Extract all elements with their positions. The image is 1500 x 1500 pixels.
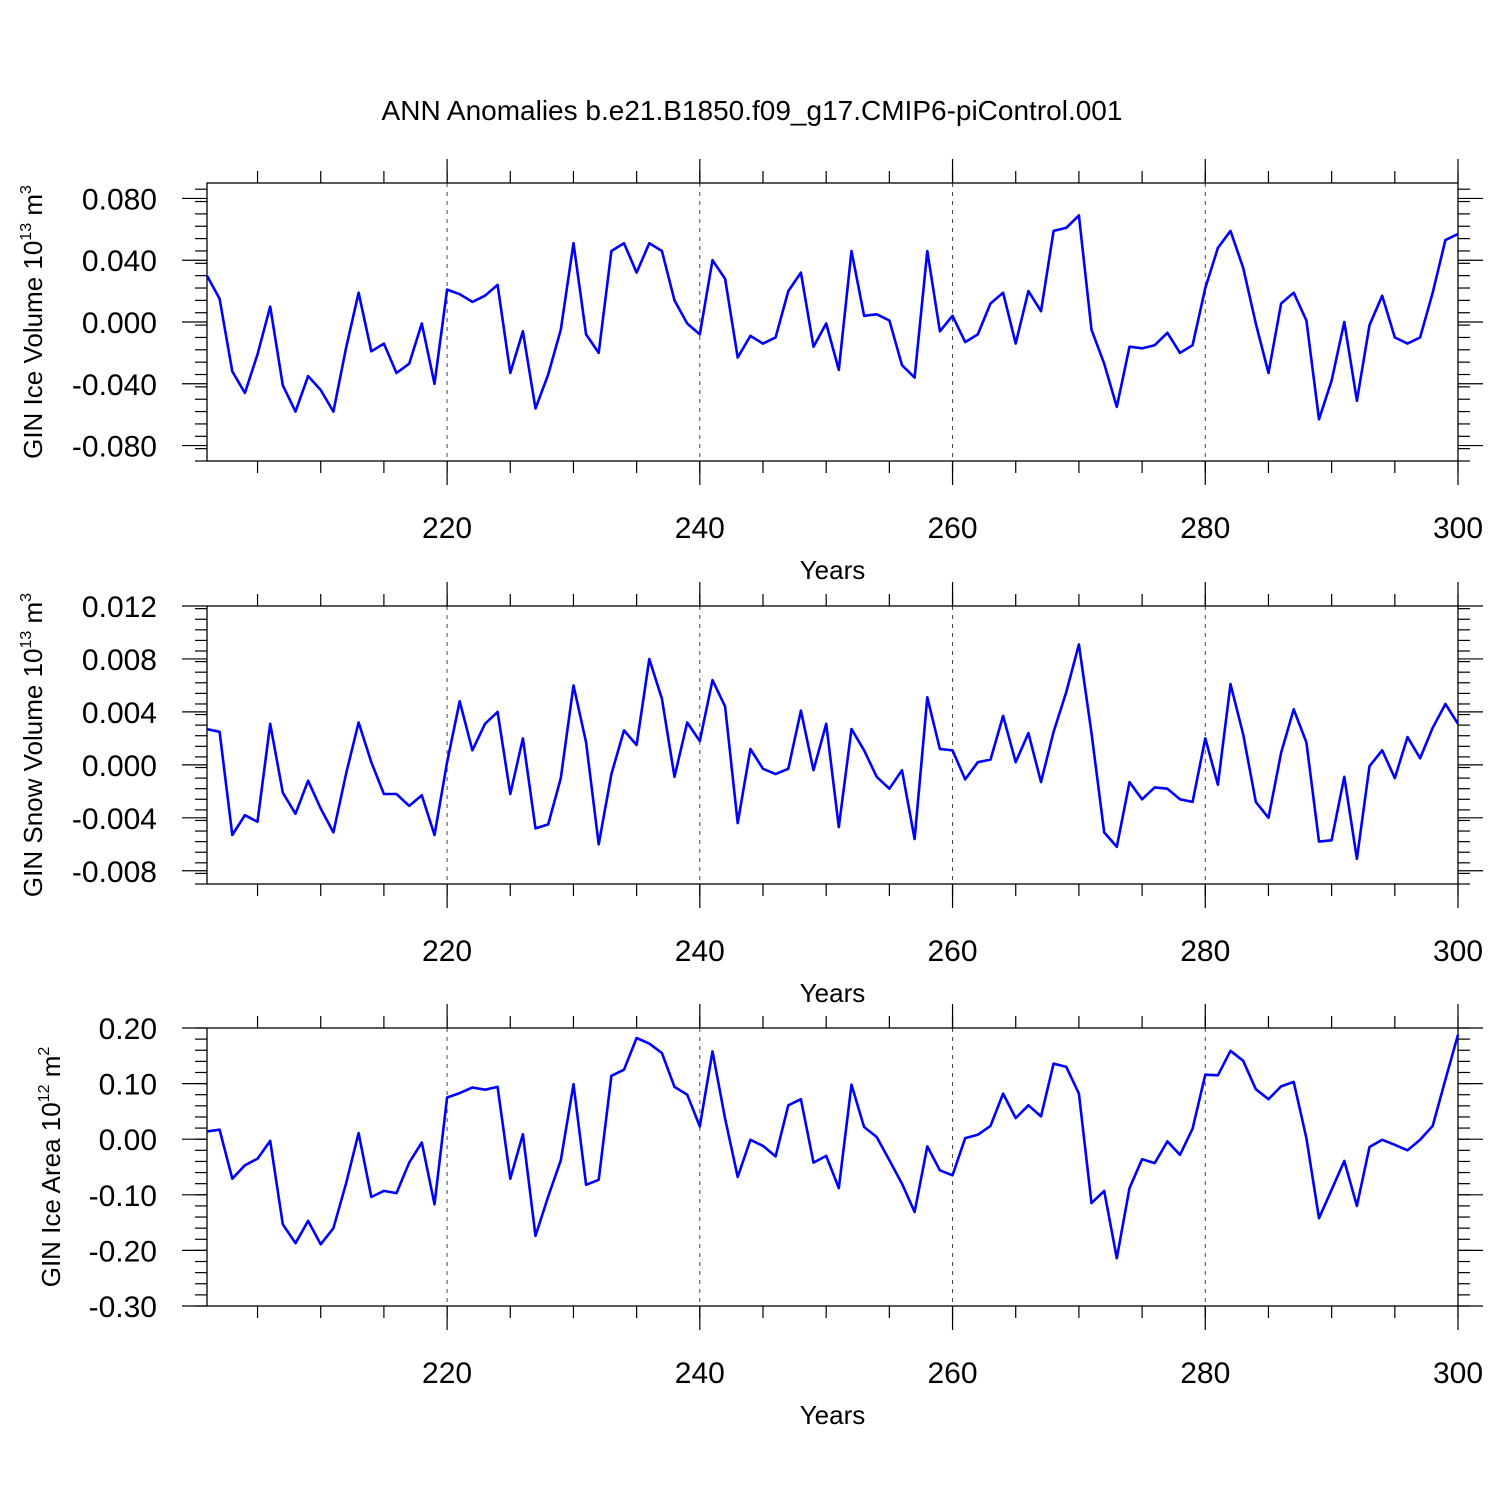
y-tick-label: 0.000 xyxy=(82,750,157,783)
x-tick-label: 300 xyxy=(1433,1357,1483,1390)
x-tick-label: 260 xyxy=(928,1357,978,1390)
x-axis-label: Years xyxy=(800,978,866,1008)
chart-panel-2: -0.008 -0.004 0.000 0.004 0.008 0.012 220 240 26… xyxy=(18,582,1483,1008)
plot-frame xyxy=(206,605,1459,885)
x-tick-label: 300 xyxy=(1433,512,1483,545)
x-tick-label: 260 xyxy=(928,935,978,968)
x-tick-label: 240 xyxy=(675,1357,725,1390)
x-tick-label: 220 xyxy=(422,512,472,545)
y-tick-label: -0.040 xyxy=(72,369,157,402)
chart-panels: -0.080 -0.040 0.000 0.040 0.080 220 240 260 280 3… xyxy=(18,159,1483,1430)
y-tick-label: 0.008 xyxy=(82,644,157,677)
x-axis-label: Years xyxy=(800,555,866,585)
y-axis-label: GIN Ice Area 1012 m2 xyxy=(36,1047,66,1288)
x-tick-label: 260 xyxy=(928,512,978,545)
x-tick-label: 280 xyxy=(1180,935,1230,968)
x-tick-label: 220 xyxy=(422,935,472,968)
y-tick-label: 0.004 xyxy=(82,697,157,730)
y-axis-label: GIN Ice Volume 1013 m3 xyxy=(18,185,48,459)
chart-panel-3: -0.30 -0.20 -0.10 0.00 0.10 0.20 220 240 260 280 3… xyxy=(36,1004,1483,1430)
figure-title: ANN Anomalies b.e21.B1850.f09_g17.CMIP6-… xyxy=(382,95,1123,126)
y-tick-label: -0.30 xyxy=(89,1291,157,1324)
chart-panel-1: -0.080 -0.040 0.000 0.040 0.080 220 240 260 280 3… xyxy=(18,159,1483,585)
x-tick-label: 240 xyxy=(675,935,725,968)
series-line xyxy=(205,214,1459,421)
x-tick-label: 280 xyxy=(1180,512,1230,545)
series-line xyxy=(206,643,1460,861)
y-tick-label: -0.004 xyxy=(72,803,157,836)
x-tick-label: 300 xyxy=(1433,935,1483,968)
y-tick-label: -0.080 xyxy=(72,431,157,464)
plot-frame xyxy=(206,1027,1459,1307)
plot-frame xyxy=(206,182,1459,462)
y-tick-label: -0.10 xyxy=(89,1180,157,1213)
y-axis-label: GIN Snow Volume 1013 m3 xyxy=(18,593,48,897)
y-tick-label: -0.008 xyxy=(72,856,157,889)
y-tick-label: -0.20 xyxy=(89,1235,157,1268)
y-tick-label: 0.10 xyxy=(99,1069,157,1102)
y-tick-label: 0.00 xyxy=(99,1124,157,1157)
x-axis-label: Years xyxy=(800,1400,866,1430)
y-tick-label: 0.040 xyxy=(82,245,157,278)
series-line xyxy=(206,1034,1460,1260)
x-tick-label: 240 xyxy=(675,512,725,545)
x-tick-label: 220 xyxy=(422,1357,472,1390)
y-tick-label: 0.20 xyxy=(99,1013,157,1046)
y-tick-label: 0.080 xyxy=(82,183,157,216)
y-tick-label: 0.012 xyxy=(82,591,157,624)
y-tick-label: 0.000 xyxy=(82,307,157,340)
x-tick-label: 280 xyxy=(1180,1357,1230,1390)
